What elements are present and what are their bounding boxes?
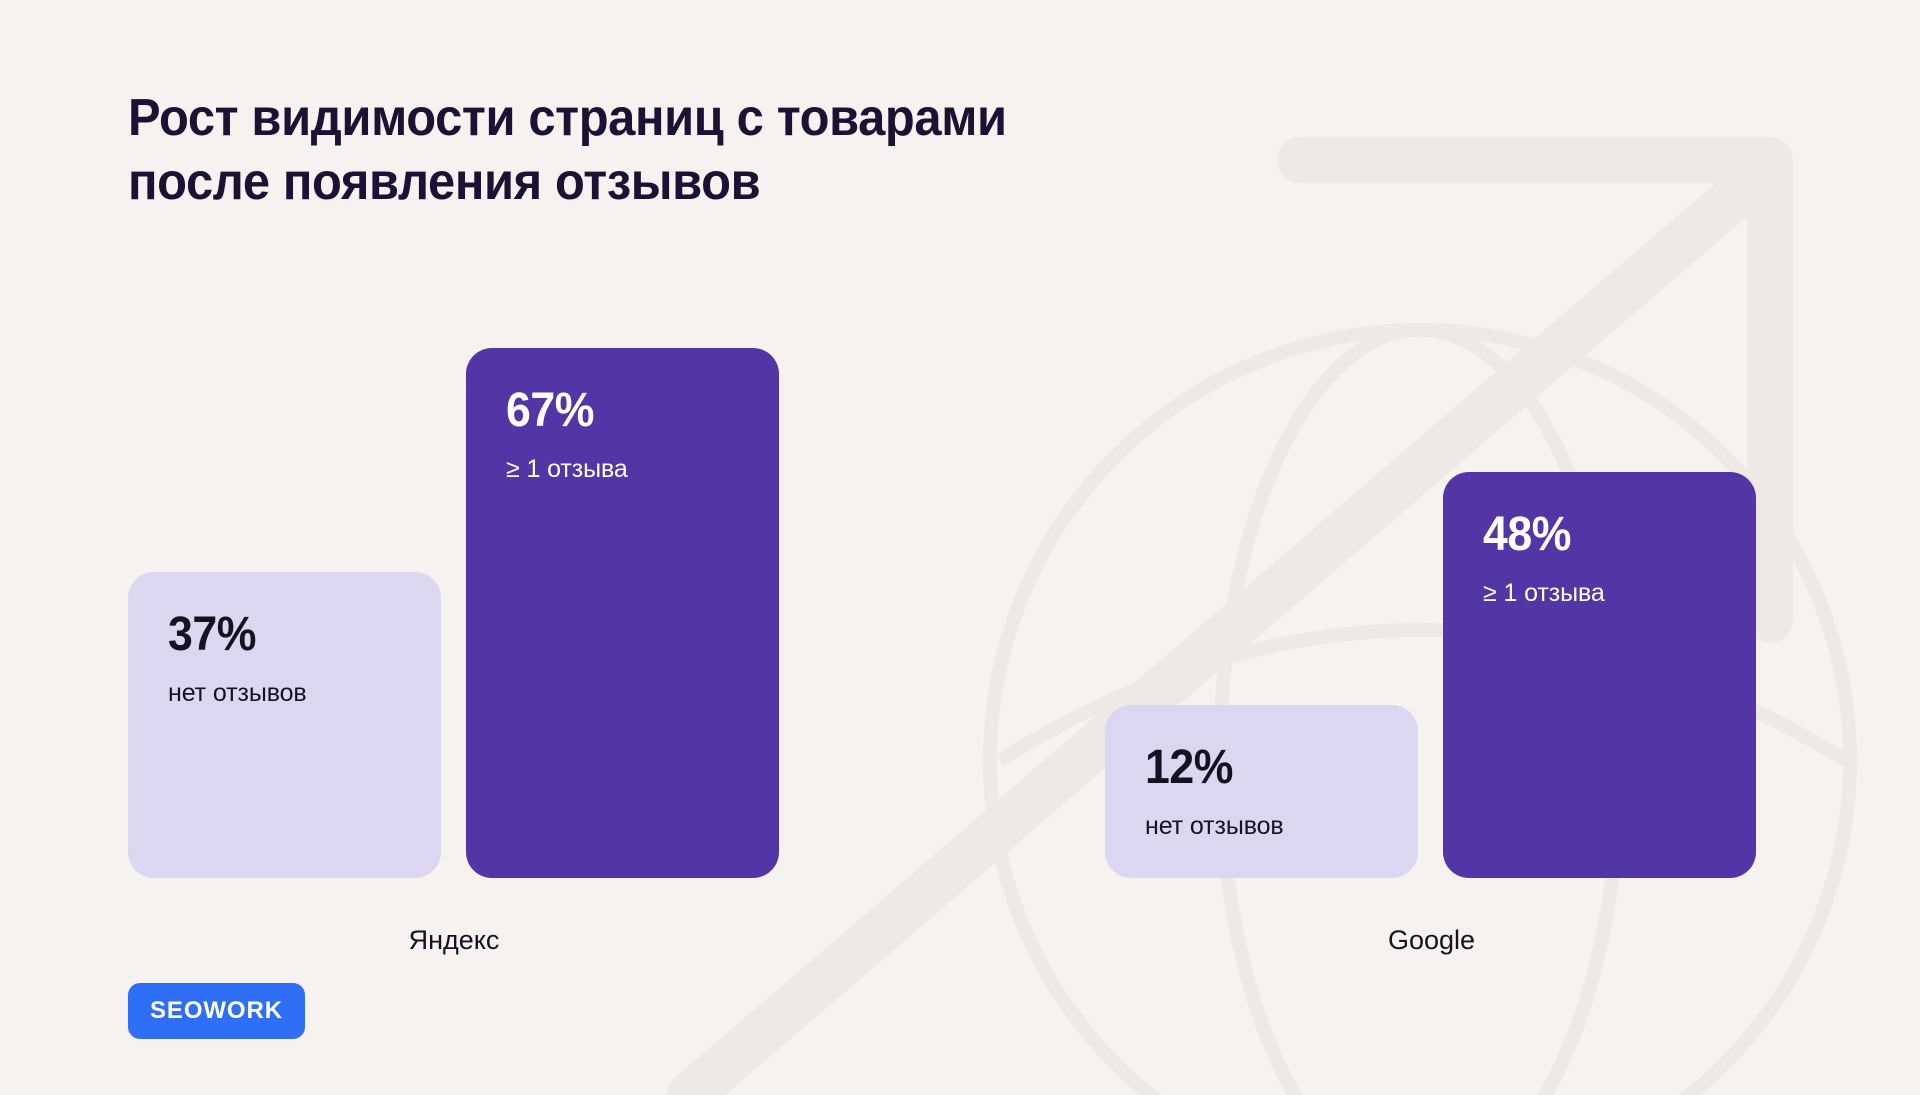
seowork-logo-badge[interactable]: SEOWORK — [128, 983, 305, 1039]
bar-yandex-with-reviews[interactable]: 67% ≥ 1 отзыва — [466, 348, 779, 878]
page-title: Рост видимости страниц с товарами после … — [128, 86, 1063, 214]
bar-sub-label: нет отзывов — [1145, 812, 1284, 840]
bar-group-google: 12% нет отзывов 48% ≥ 1 отзыва Google — [1105, 318, 1758, 955]
bar-value-label: 12% — [1145, 741, 1233, 794]
bar-google-no-reviews[interactable]: 12% нет отзывов — [1105, 705, 1418, 878]
bar-value-label: 67% — [506, 384, 594, 437]
bar-value-label: 37% — [168, 608, 256, 661]
bars-row: 12% нет отзывов 48% ≥ 1 отзыва — [1105, 318, 1758, 878]
group-label-google: Google — [1387, 925, 1476, 955]
title-line-1: Рост видимости страниц с товарами — [128, 89, 1007, 147]
logo-text: SEOWORK — [150, 997, 283, 1024]
bars-row: 37% нет отзывов 67% ≥ 1 отзыва — [128, 318, 780, 878]
bar-sub-label: ≥ 1 отзыва — [506, 455, 628, 483]
bar-group-yandex: 37% нет отзывов 67% ≥ 1 отзыва Яндекс — [128, 318, 780, 955]
bar-yandex-no-reviews[interactable]: 37% нет отзывов — [128, 572, 441, 878]
group-label-yandex: Яндекс — [408, 925, 500, 955]
title-line-2: после появления отзывов — [128, 153, 761, 211]
bar-sub-label: ≥ 1 отзыва — [1483, 579, 1605, 607]
bar-google-with-reviews[interactable]: 48% ≥ 1 отзыва — [1443, 472, 1756, 878]
bar-sub-label: нет отзывов — [168, 679, 307, 707]
bar-value-label: 48% — [1483, 508, 1571, 561]
